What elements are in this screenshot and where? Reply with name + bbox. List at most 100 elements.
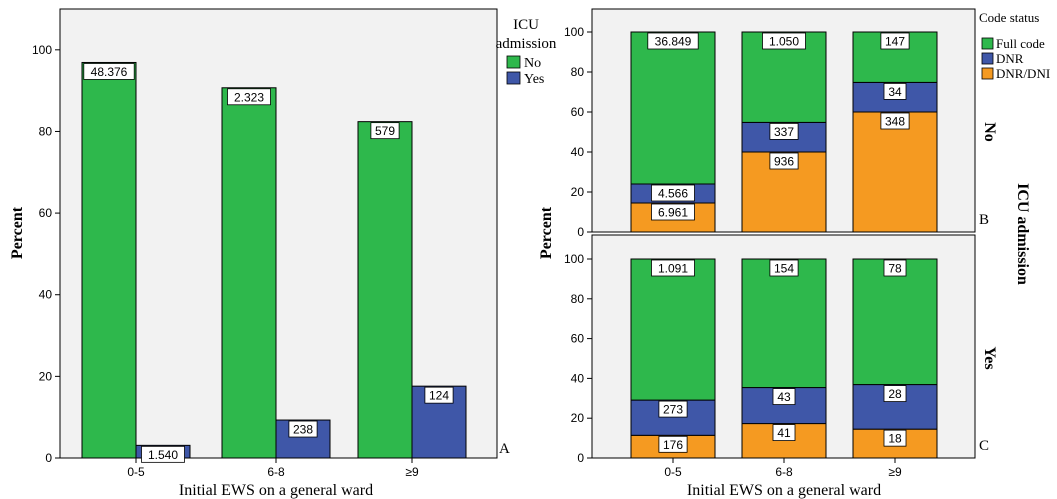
chart-bc-x-axis-title: Initial EWS on a general ward — [687, 482, 881, 499]
chart-c-y-tick-label: 40 — [571, 371, 585, 385]
chart-b-data-label-box — [647, 32, 699, 50]
chart-b-y-tick-label: 80 — [571, 65, 585, 79]
chart-b-data-label-text: 36.849 — [655, 35, 692, 49]
chart-c-data-label-text: 273 — [663, 403, 683, 417]
chart-c-data-label: 43 — [772, 388, 796, 405]
chart-c-data-label-text: 1.091 — [658, 262, 688, 276]
chart-c-x-tick-label: ≥9 — [888, 465, 902, 479]
chart-a: 0 20 40 60 80 100 48.376 1.540 2.323 238 579 124 0… — [9, 8, 557, 499]
chart-b-y-tick-label: 60 — [571, 105, 585, 119]
chart-a-bar-no-0 — [81, 61, 137, 459]
chart-b-data-label: 936 — [769, 152, 799, 170]
chart-a-y-tick-label: 40 — [39, 288, 53, 302]
chart-a-x-tick-label: 6-8 — [267, 465, 285, 479]
chart-b-data-label-text: 147 — [885, 35, 905, 49]
chart-b-data-label-text: 34 — [888, 85, 902, 99]
chart-c-data-label-box — [772, 388, 796, 405]
chart-a-y-axis-title: Percent — [9, 206, 26, 259]
chart-a-legend-title-line2: admission — [496, 36, 557, 52]
chart-c-data-label: 78 — [883, 259, 907, 277]
chart-c-data-label: 18 — [883, 429, 907, 447]
chart-a-data-label-box — [141, 445, 185, 463]
chart-a-data-label: 124 — [424, 386, 454, 404]
chart-a-x-axis-title: Initial EWS on a general ward — [179, 482, 373, 499]
chart-b-data-label-box — [880, 32, 910, 50]
chart-a-legend-swatch-no — [506, 55, 521, 69]
chart-b-data-label: 6.961 — [651, 203, 695, 221]
chart-a-y-tick-label: 0 — [45, 451, 52, 465]
chart-a-legend: ICU admission No Yes — [496, 17, 557, 87]
chart-b-data-label: 147 — [880, 32, 910, 50]
chart-a-x-tick-label: 0-5 — [127, 465, 145, 479]
chart-b-data-label-text: 4.566 — [658, 187, 688, 201]
chart-a-y-tick-label: 100 — [32, 43, 52, 57]
chart-c-data-label-box — [883, 385, 907, 402]
chart-c-data-label-text: 18 — [888, 432, 902, 446]
chart-b-data-label: 4.566 — [651, 184, 695, 202]
chart-b-data-label-box — [651, 184, 695, 202]
chart-c-bar-full-code-2 — [852, 258, 938, 386]
chart-a-x-tick-label: ≥9 — [405, 465, 419, 479]
chart-a-y-axis: 0 20 40 60 80 100 — [32, 43, 60, 465]
chart-a-bar-no-1 — [221, 87, 277, 459]
chart-c-data-label-box — [883, 429, 907, 447]
chart-a-data-label-box — [227, 88, 271, 106]
chart-c-data-label: 154 — [769, 259, 799, 277]
chart-c-data-label-box — [772, 424, 796, 441]
chart-c-data-label-text: 43 — [777, 390, 791, 404]
chart-c-data-label-box — [658, 435, 688, 453]
chart-a-bars: 48.376 1.540 2.323 238 579 124 — [81, 61, 467, 463]
chart-c-y-tick-label: 0 — [577, 451, 584, 465]
chart-a-data-label-text: 579 — [375, 124, 395, 138]
chart-c-y-tick-label: 20 — [571, 411, 585, 425]
chart-c-data-label-text: 28 — [888, 387, 902, 401]
chart-a-data-label-text: 238 — [293, 423, 313, 437]
chart-a-data-label-text: 2.323 — [234, 90, 264, 104]
chart-c-row-label: Yes — [981, 346, 998, 369]
chart-a-legend-label-yes: Yes — [524, 72, 544, 87]
chart-c-y-tick-label: 60 — [571, 332, 585, 346]
chart-b-data-label: 1.050 — [762, 32, 806, 50]
chart-b-data-label-text: 936 — [774, 155, 794, 169]
chart-a-data-label-box — [288, 420, 318, 438]
chart-b-data-label-box — [651, 203, 695, 221]
chart-bc-legend-label-dnr-dni: DNR/DNI — [996, 66, 1050, 81]
chart-c-data-label-box — [658, 400, 688, 418]
chart-b-data-label-box — [880, 112, 910, 130]
chart-c-data-label-text: 176 — [663, 438, 683, 452]
chart-b-panel-letter: B — [979, 212, 989, 228]
chart-b-data-label-box — [769, 152, 799, 170]
chart-c-x-axis: 0-5 6-8 ≥9 — [664, 458, 902, 479]
chart-bc-legend-swatch-dnr-dni — [981, 67, 994, 80]
chart-a-data-label: 48.376 — [83, 63, 135, 80]
chart-b-bar-dnr-dni-2 — [852, 111, 938, 233]
chart-b-data-label: 34 — [883, 83, 907, 100]
chart-a-data-label: 579 — [370, 122, 400, 140]
chart-a-y-tick-label: 60 — [39, 206, 53, 220]
chart-a-legend-swatch-yes — [506, 71, 521, 85]
chart-bc: 0 20 40 60 80 100 0 20 40 60 80 100 6.961 4.566 36.8… — [538, 8, 1050, 499]
chart-bc-legend-swatch-dnr — [981, 52, 994, 65]
chart-b-data-label-text: 337 — [774, 125, 794, 139]
chart-b-y-tick-label: 40 — [571, 145, 585, 159]
chart-b-y-axis: 0 20 40 60 80 100 — [564, 25, 592, 239]
chart-c-data-label: 1.091 — [651, 259, 695, 277]
chart-b-bar-full-code-0 — [630, 31, 716, 185]
chart-a-x-axis: 0-5 6-8 ≥9 — [127, 458, 419, 479]
chart-c-y-tick-label: 100 — [564, 252, 584, 266]
chart-bc-facet-title: ICU admission — [1014, 183, 1031, 285]
chart-bc-legend-label-full-code: Full code — [996, 36, 1045, 51]
chart-b-data-label-box — [769, 123, 799, 140]
chart-c-x-tick-label: 0-5 — [664, 465, 682, 479]
chart-c-y-tick-label: 80 — [571, 292, 585, 306]
chart-a-y-tick-label: 20 — [39, 369, 53, 383]
chart-c-data-label-box — [769, 259, 799, 277]
chart-a-data-label-text: 48.376 — [91, 65, 128, 79]
chart-b-data-label-text: 1.050 — [769, 35, 799, 49]
chart-c-y-axis: 0 20 40 60 80 100 — [564, 252, 592, 465]
chart-c-bar-full-code-1 — [741, 258, 827, 389]
chart-c-x-tick-label: 6-8 — [775, 465, 793, 479]
chart-c-panel-letter: C — [979, 438, 989, 454]
chart-b-data-label: 348 — [880, 112, 910, 130]
chart-c-data-label: 273 — [658, 400, 688, 418]
